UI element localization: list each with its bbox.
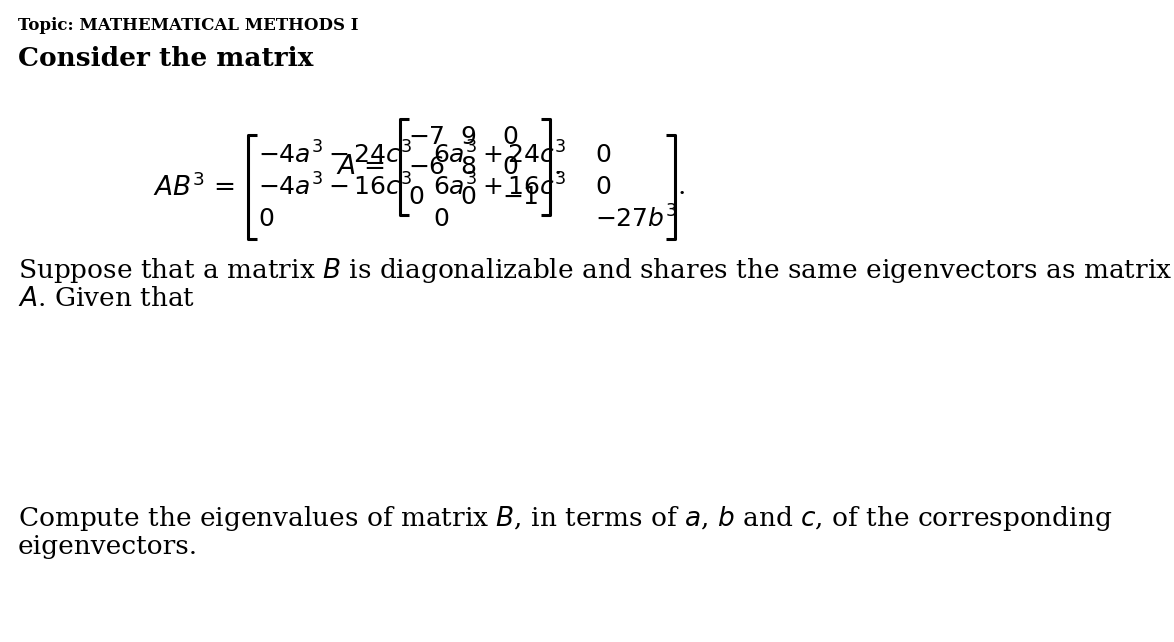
Text: .: . <box>679 175 687 200</box>
Text: $-6$: $-6$ <box>409 155 445 178</box>
Text: $0$: $0$ <box>595 144 612 166</box>
Text: $-7$: $-7$ <box>409 125 445 148</box>
Text: $0$: $0$ <box>409 186 424 209</box>
Text: eigenvectors.: eigenvectors. <box>18 534 198 559</box>
Text: $6a^3 + 16c^3$: $6a^3 + 16c^3$ <box>433 173 566 200</box>
Text: $0$: $0$ <box>460 186 477 209</box>
Text: $0$: $0$ <box>595 175 612 198</box>
Text: $0$: $0$ <box>502 125 518 148</box>
Text: $AB^3$ =: $AB^3$ = <box>154 173 235 201</box>
Text: $0$: $0$ <box>502 155 518 178</box>
Text: $-4a^3 - 24c^3$: $-4a^3 - 24c^3$ <box>258 141 412 169</box>
Text: $0$: $0$ <box>433 207 450 230</box>
Text: $A$. Given that: $A$. Given that <box>18 286 195 311</box>
Text: Topic: MATHEMATICAL METHODS I: Topic: MATHEMATICAL METHODS I <box>18 17 358 34</box>
Text: $-4a^3 - 16c^3$: $-4a^3 - 16c^3$ <box>258 173 412 200</box>
Text: $A$ =: $A$ = <box>336 155 385 180</box>
Text: Suppose that a matrix $B$ is diagonalizable and shares the same eigenvectors as : Suppose that a matrix $B$ is diagonaliza… <box>18 256 1172 285</box>
Text: $-1$: $-1$ <box>502 186 539 209</box>
Text: $0$: $0$ <box>258 207 275 230</box>
Text: Compute the eigenvalues of matrix $B$, in terms of $a$, $b$ and $c$, of the corr: Compute the eigenvalues of matrix $B$, i… <box>18 504 1113 533</box>
Text: $8$: $8$ <box>460 155 477 178</box>
Text: $-27b^3$: $-27b^3$ <box>595 205 677 232</box>
Text: $9$: $9$ <box>460 125 477 148</box>
Text: .: . <box>553 155 561 180</box>
Text: $6a^3 + 24c^3$: $6a^3 + 24c^3$ <box>433 141 566 169</box>
Text: Consider the matrix: Consider the matrix <box>18 46 313 71</box>
